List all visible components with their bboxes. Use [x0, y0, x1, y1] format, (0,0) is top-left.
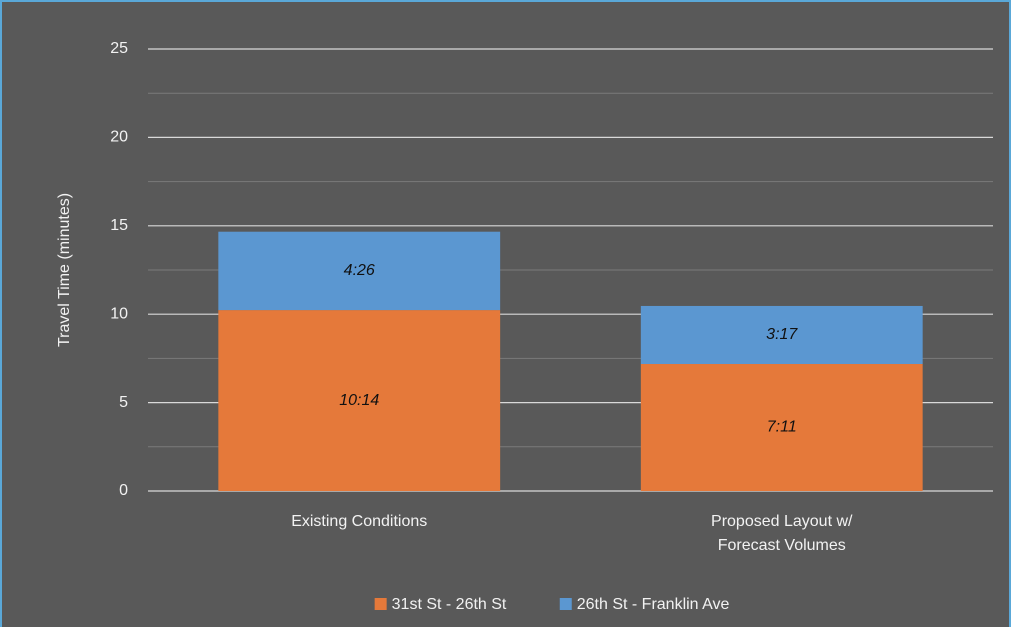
y-axis-title: Travel Time (minutes): [56, 193, 73, 347]
legend-swatch: [374, 598, 387, 610]
data-label: 4:26: [344, 262, 375, 279]
y-tick-label: 25: [110, 40, 128, 57]
bar-segment: [640, 305, 923, 365]
y-tick-label: 0: [119, 482, 128, 499]
bar-segment: [218, 231, 501, 311]
bar-segment: [640, 364, 923, 491]
data-label: 10:14: [339, 392, 379, 409]
legend-swatch: [559, 598, 572, 610]
data-label: 3:17: [766, 326, 798, 343]
y-tick-label: 10: [110, 305, 128, 322]
y-tick-label: 5: [119, 394, 128, 411]
legend-label: 31st St - 26th St: [392, 596, 507, 613]
data-label: 7:11: [767, 419, 797, 436]
y-tick-label: 20: [110, 129, 128, 146]
y-tick-label: 15: [110, 217, 128, 234]
bar-segment: [218, 310, 501, 491]
x-tick-label: Existing Conditions: [291, 513, 428, 530]
x-tick-label: Proposed Layout w/ Forecast Volumes: [711, 513, 853, 554]
legend-label: 26th St - Franklin Ave: [577, 596, 730, 613]
